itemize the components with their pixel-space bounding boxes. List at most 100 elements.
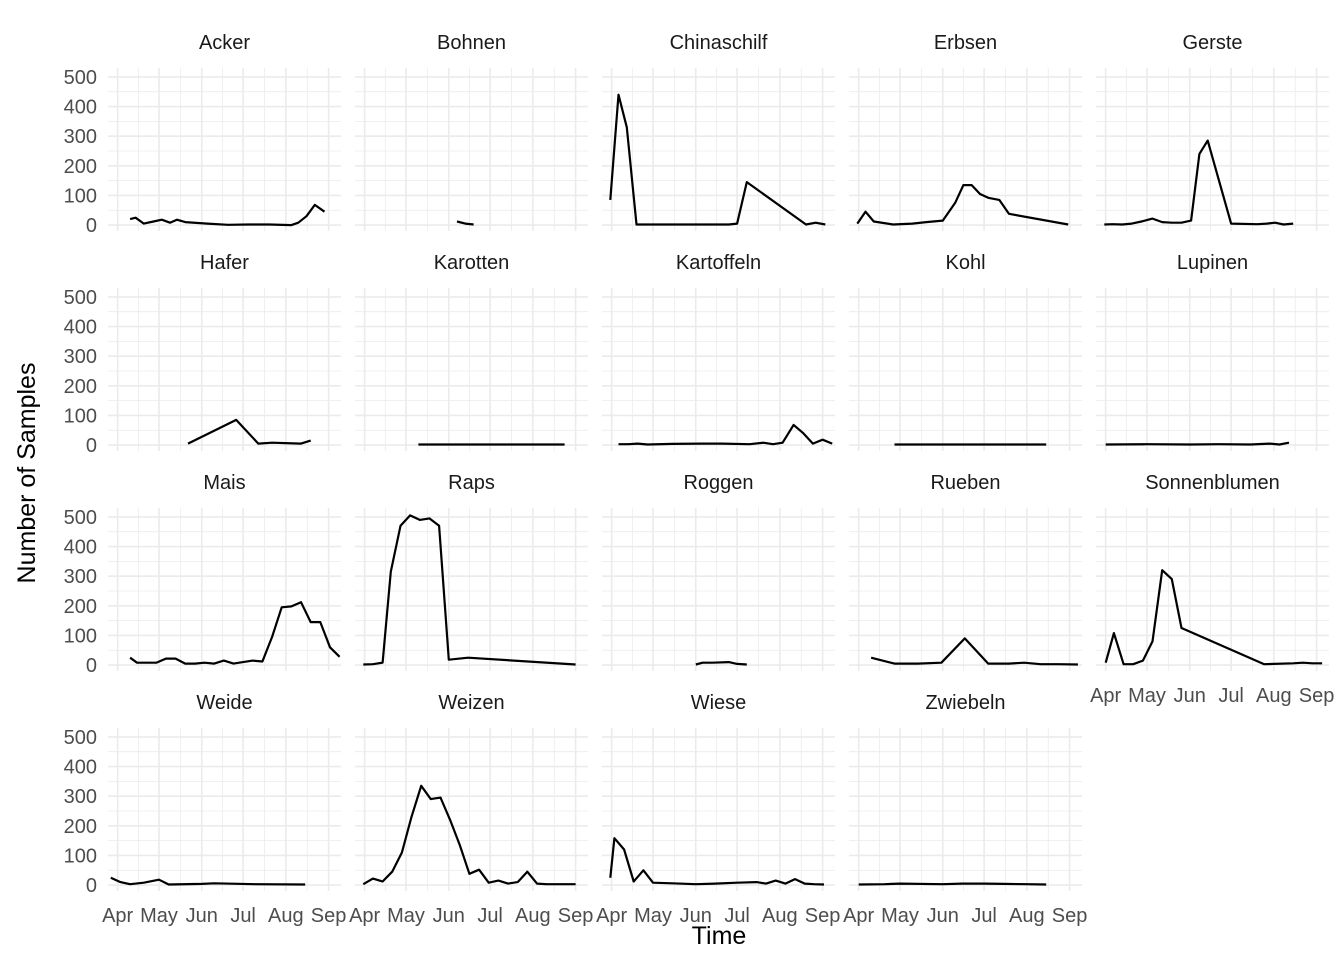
facet-erbsen: Erbsen xyxy=(849,32,1082,231)
x-tick-label: May xyxy=(140,905,178,927)
series-line xyxy=(363,514,576,666)
facet-title: Hafer xyxy=(200,252,249,274)
facet-title: Chinaschilf xyxy=(670,32,768,54)
facet-title: Wiese xyxy=(691,692,747,714)
series-line xyxy=(129,601,341,665)
x-tick-label: Sep xyxy=(805,905,841,927)
x-tick-label: Aug xyxy=(515,905,551,927)
x-tick-label: Jul xyxy=(724,905,750,927)
x-tick-label: Jun xyxy=(680,905,712,927)
facet-sonnenblumen: Sonnenblumen Apr May Jun Jul Aug Sep xyxy=(1090,472,1334,707)
x-tick-label: Jun xyxy=(1174,685,1206,707)
y-tick-label: 400 xyxy=(64,537,97,559)
y-tick-label: 200 xyxy=(64,596,97,618)
facet-title: Zwiebeln xyxy=(925,692,1005,714)
facet-gerste: Gerste xyxy=(1096,32,1329,231)
facet-kohl: Kohl xyxy=(849,252,1082,451)
facet-hafer: Hafer 0 100 200 300 400 500 xyxy=(64,252,341,457)
y-tick-label: 0 xyxy=(86,655,97,677)
facet-wiese: Wiese Apr May Jun Jul Aug Sep xyxy=(596,692,840,927)
facet-weide: Weide 0 100 200 300 400 500 Apr May Jun Jul Aug Sep xyxy=(64,692,347,927)
facet-title: Kartoffeln xyxy=(676,252,761,274)
x-tick-label: Apr xyxy=(843,905,874,927)
facet-title: Mais xyxy=(203,472,245,494)
y-tick-label: 500 xyxy=(64,67,97,89)
facet-title: Kohl xyxy=(945,252,985,274)
facet-bohnen: Bohnen xyxy=(355,32,588,231)
y-tick-label: 400 xyxy=(64,317,97,339)
x-axis-title: Time xyxy=(692,922,747,950)
facet-title: Roggen xyxy=(683,472,753,494)
x-tick-label: Jul xyxy=(1218,685,1244,707)
series-line xyxy=(695,660,747,666)
x-tick-label: Sep xyxy=(558,905,594,927)
y-tick-label: 400 xyxy=(64,97,97,119)
series-line xyxy=(1104,139,1294,226)
series-line xyxy=(1104,569,1323,666)
y-tick-label: 0 xyxy=(86,435,97,457)
facet-karotten: Karotten xyxy=(355,252,588,451)
y-tick-label: 0 xyxy=(86,875,97,897)
series-line xyxy=(456,220,474,226)
series-line xyxy=(187,418,312,445)
y-tick-label: 500 xyxy=(64,507,97,529)
y-tick-label: 300 xyxy=(64,346,97,368)
series-line xyxy=(870,637,1078,666)
x-tick-label: Aug xyxy=(268,905,304,927)
facet-kartoffeln: Kartoffeln xyxy=(602,252,835,451)
y-tick-label: 400 xyxy=(64,757,97,779)
x-tick-label: May xyxy=(634,905,672,927)
x-tick-label: Aug xyxy=(762,905,798,927)
series-line xyxy=(609,93,826,226)
facet-title: Sonnenblumen xyxy=(1145,472,1280,494)
x-tick-label: May xyxy=(881,905,919,927)
x-tick-label: May xyxy=(1128,685,1166,707)
facet-title: Karotten xyxy=(434,252,510,274)
facet-title: Gerste xyxy=(1182,32,1242,54)
facet-acker: Acker 0 100 200 300 400 500 xyxy=(64,32,341,237)
series-line xyxy=(618,423,833,446)
x-tick-label: Sep xyxy=(1052,905,1088,927)
y-tick-label: 200 xyxy=(64,156,97,178)
series-line xyxy=(856,184,1069,226)
x-tick-label: Apr xyxy=(102,905,133,927)
facet-zwiebeln: Zwiebeln Apr May Jun Jul Aug Sep xyxy=(843,692,1087,927)
facet-roggen: Roggen xyxy=(602,472,835,671)
series-line xyxy=(129,203,326,227)
x-tick-label: Jun xyxy=(927,905,959,927)
x-tick-label: Jul xyxy=(971,905,997,927)
y-tick-label: 500 xyxy=(64,287,97,309)
facet-rueben: Rueben xyxy=(849,472,1082,671)
y-tick-label: 300 xyxy=(64,566,97,588)
x-tick-label: Jun xyxy=(186,905,218,927)
facet-raps: Raps xyxy=(355,472,588,671)
y-tick-label: 100 xyxy=(64,185,97,207)
series-line xyxy=(362,784,576,886)
facet-title: Weizen xyxy=(438,692,504,714)
facet-title: Acker xyxy=(199,32,250,54)
y-tick-label: 100 xyxy=(64,405,97,427)
x-tick-label: Sep xyxy=(1299,685,1335,707)
series-line xyxy=(609,837,825,886)
facet-chinaschilf: Chinaschilf xyxy=(602,32,835,231)
y-tick-label: 100 xyxy=(64,845,97,867)
x-tick-label: Jul xyxy=(230,905,256,927)
series-line xyxy=(1105,441,1290,446)
y-tick-label: 100 xyxy=(64,625,97,647)
facet-title: Bohnen xyxy=(437,32,506,54)
y-tick-label: 300 xyxy=(64,126,97,148)
x-tick-label: Aug xyxy=(1256,685,1292,707)
facet-title: Erbsen xyxy=(934,32,997,54)
x-tick-label: Jul xyxy=(477,905,503,927)
x-tick-label: Apr xyxy=(596,905,627,927)
y-tick-label: 200 xyxy=(64,376,97,398)
x-tick-label: Apr xyxy=(1090,685,1121,707)
facet-panels: Acker 0 100 200 300 400 500 Bohnen Chinaschilf Er… xyxy=(64,32,1335,927)
y-tick-label: 300 xyxy=(64,786,97,808)
facet-title: Lupinen xyxy=(1177,252,1248,274)
y-tick-label: 500 xyxy=(64,727,97,749)
facet-title: Weide xyxy=(196,692,252,714)
y-tick-label: 200 xyxy=(64,816,97,838)
x-tick-label: Jun xyxy=(433,905,465,927)
